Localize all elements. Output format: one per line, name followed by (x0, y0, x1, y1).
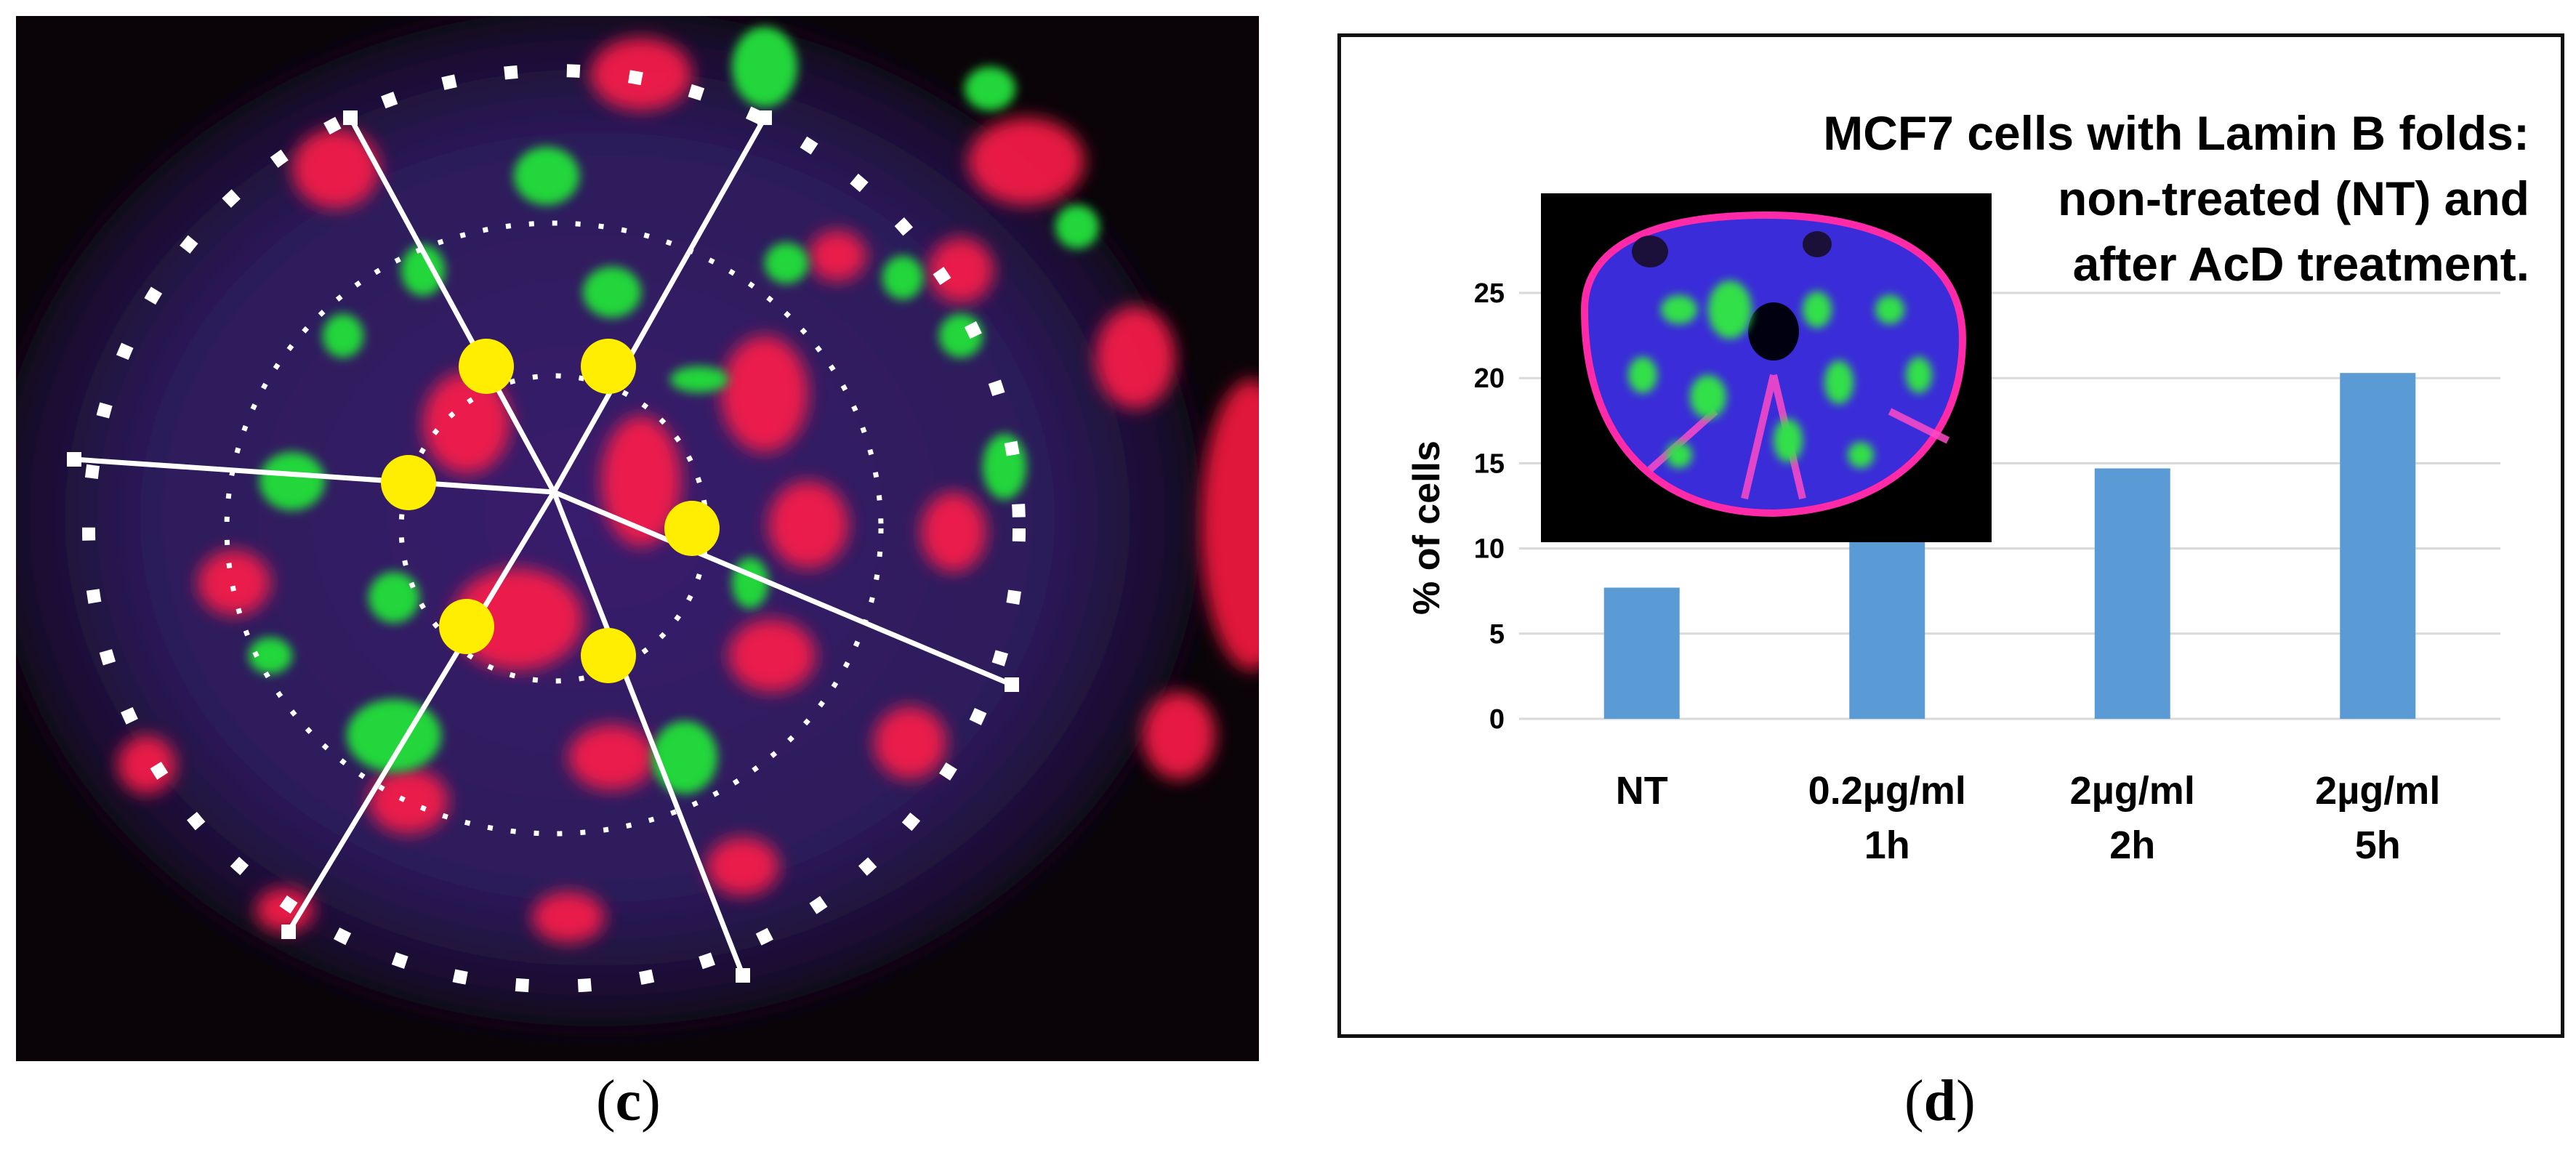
category-label: 5h (2355, 823, 2401, 867)
y-tick-labels: 0 5 10 15 20 25 (1474, 278, 1505, 735)
overlay-radial-lines (73, 116, 1013, 977)
panel-label-d: (d) (1904, 1069, 1976, 1133)
chart-title-line-2: non-treated (NT) and (2058, 172, 2529, 225)
panel-label-c: (c) (596, 1069, 661, 1133)
bar (2094, 468, 2170, 719)
category-label: 0.2µg/ml (1808, 769, 1966, 813)
category-label: 2µg/ml (2315, 769, 2440, 813)
bar (2340, 373, 2416, 719)
category-label: NT (1616, 769, 1668, 813)
red-signals (118, 38, 1215, 943)
y-tick-label: 10 (1474, 534, 1505, 565)
chart-title-line-3: after AcD treatment. (2073, 237, 2529, 291)
bar (1603, 587, 1680, 719)
y-tick-label: 20 (1474, 363, 1505, 394)
overlay-line-ends (67, 110, 1019, 983)
bar (1849, 526, 1925, 719)
y-tick-label: 25 (1474, 278, 1505, 309)
chart-title: MCF7 cells with Lamin B folds: non-treat… (1823, 106, 2529, 291)
bars (1603, 373, 2416, 719)
green-signals (249, 27, 1099, 794)
y-tick-label: 0 (1489, 704, 1505, 735)
y-axis-label: % of cells (1406, 440, 1448, 615)
category-label: 1h (1864, 823, 1910, 867)
inset-microscopy-image (1541, 193, 1992, 542)
y-tick-label: 15 (1474, 448, 1505, 479)
yellow-markers (381, 339, 720, 683)
category-label: 2h (2109, 823, 2155, 867)
chart-title-line-1: MCF7 cells with Lamin B folds: (1823, 106, 2529, 160)
category-labels: NT 0.2µg/ml 1h 2µg/ml 2h 2µg/ml 5h (1616, 769, 2441, 867)
y-tick-label: 5 (1489, 619, 1505, 650)
microscopy-image-panel-c (16, 16, 1259, 1061)
category-label: 2µg/ml (2070, 769, 2195, 813)
